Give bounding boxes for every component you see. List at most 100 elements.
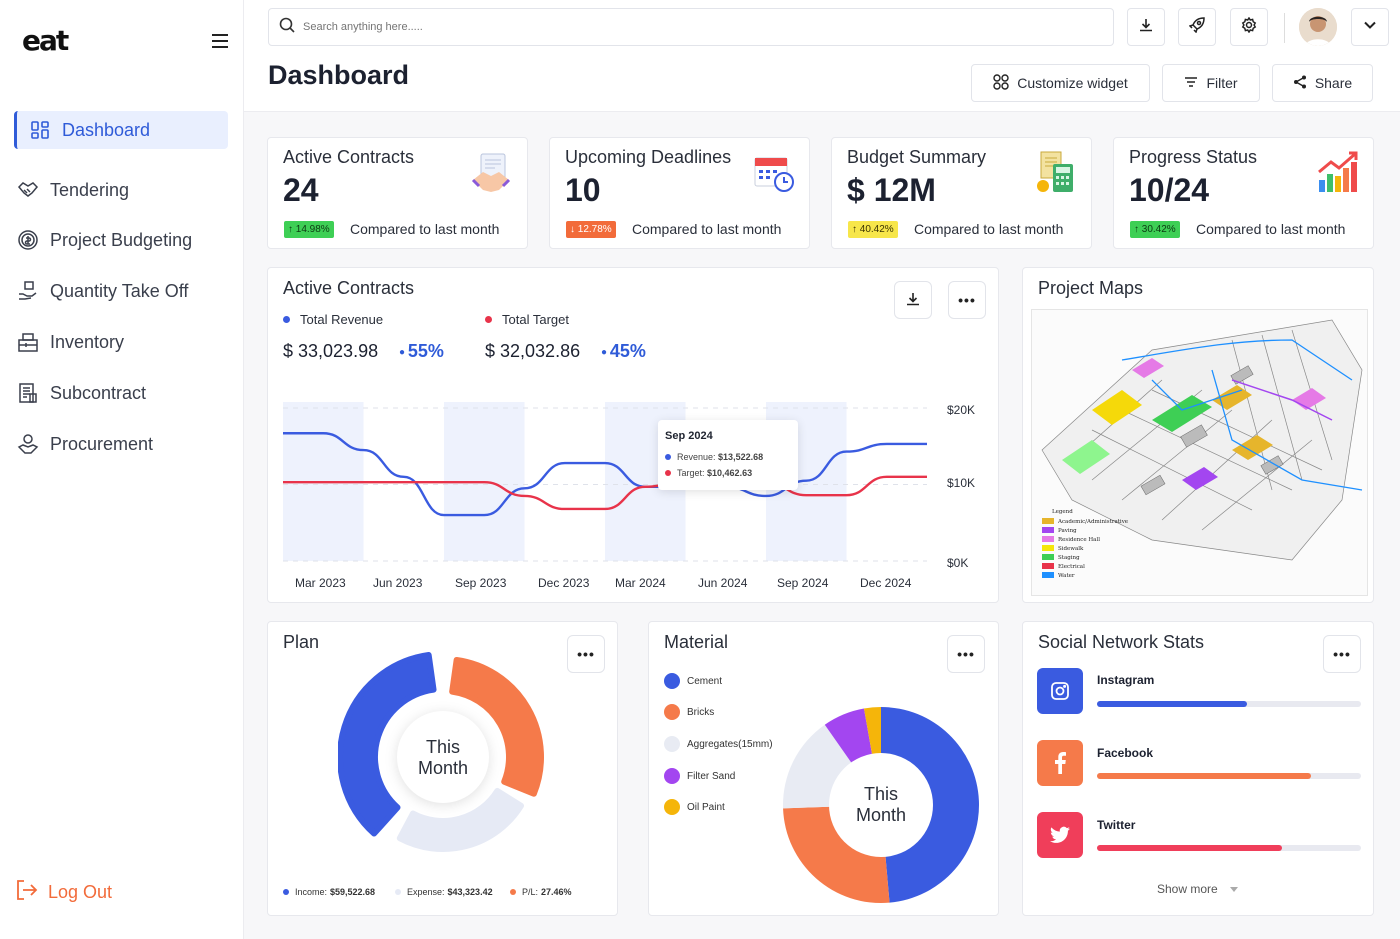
material-title: Material [664,632,729,652]
chart-download-button[interactable] [894,281,932,319]
sidebar: eat Dashboard Tendering Project Budgetin… [0,0,244,939]
stat-card-progress-status[interactable]: Progress Status 10/24 ↑ 30.42% Compared … [1113,137,1374,249]
facebook-progress-bar [1097,773,1361,779]
income-segment[interactable] [338,652,437,837]
app-logo[interactable]: eat [22,24,69,57]
campus-map[interactable]: Legend Academic/Administrative Paving Re… [1031,309,1368,596]
rocket-icon [1188,16,1205,38]
download-button[interactable] [1127,8,1165,46]
y-tick-label: $10K [947,476,976,490]
share-button[interactable]: Share [1272,64,1373,102]
sidebar-item-quantity-take-off[interactable]: Quantity Take Off [14,272,228,310]
twitter-progress-bar [1097,845,1361,851]
sidebar-item-label: Procurement [50,433,154,454]
sidebar-item-dashboard[interactable]: Dashboard [14,111,228,149]
legend-revenue: Total Revenue [283,312,383,327]
oil-paint-segment[interactable] [863,707,881,758]
chart-title: Active Contracts [283,278,415,298]
sidebar-item-tendering[interactable]: Tendering [14,171,228,209]
more-dots-icon: ••• [958,292,976,308]
search-icon [279,17,295,38]
customize-widget-button[interactable]: Customize widget [971,64,1150,102]
sidebar-item-inventory[interactable]: Inventory [14,323,228,361]
expense-segment[interactable] [396,787,525,852]
legend-target: Total Target [485,312,569,327]
bricks-segment[interactable] [783,806,890,903]
share-label: Share [1314,75,1353,91]
filter-sand-segment[interactable] [824,708,873,766]
plan-more-button[interactable]: ••• [567,635,605,673]
change-badge: ↑ 30.42% [1130,221,1180,238]
handshake-contract-icon [471,150,513,194]
sidebar-item-subcontract[interactable]: Subcontract [14,374,228,412]
maps-title: Project Maps [1038,278,1144,298]
compare-text: Compared to last month [350,221,500,237]
logout-icon [14,878,38,907]
map-legend-item: Paving [1058,528,1077,534]
plan-donut[interactable] [338,652,548,862]
target-value: $ 32,032.86 [485,341,581,361]
twitter-icon[interactable] [1037,812,1083,858]
sidebar-item-label: Tendering [50,179,130,200]
line-chart[interactable] [268,268,1000,604]
compare-text: Compared to last month [1196,221,1346,237]
procurement-icon [16,432,40,456]
settings-button[interactable] [1230,8,1268,46]
rocket-button[interactable] [1178,8,1216,46]
show-more-button[interactable]: Show more [1157,882,1238,896]
compare-text: Compared to last month [632,221,782,237]
change-badge: ↑ 14.98% [284,221,334,238]
menu-toggle-icon[interactable] [212,34,228,48]
material-donut[interactable] [781,705,981,905]
caret-down-icon [1229,886,1238,892]
project-maps-card: Project Maps [1022,267,1374,603]
x-tick-label: Dec 2024 [860,576,912,590]
map-legend-title: Legend [1052,509,1073,515]
search-box[interactable] [268,8,1114,46]
sidebar-item-procurement[interactable]: Procurement [14,425,228,463]
filter-button[interactable]: Filter [1162,64,1260,102]
y-tick-label: $0K [947,556,969,570]
revenue-value: $ 33,023.98 [283,341,379,361]
arrow-up-icon: ↑ [288,224,296,235]
series-line-target[interactable] [283,475,927,511]
tooltip-title: Sep 2024 [665,430,713,442]
material-legend-cement: Cement [664,673,722,689]
social-more-button[interactable]: ••• [1323,635,1361,673]
material-legend-oil-paint: Oil Paint [664,799,725,815]
user-menu-dropdown[interactable] [1351,8,1389,46]
stat-card-upcoming-deadlines[interactable]: Upcoming Deadlines 10 ↓ 12.78% Compared … [549,137,810,249]
document-icon [16,381,40,405]
arrow-up-icon: ↑ [852,224,860,235]
map-legend-item: Staging [1058,555,1080,561]
handshake-icon [16,178,40,202]
chart-more-button[interactable]: ••• [948,281,986,319]
x-tick-label: Mar 2023 [295,576,346,590]
map-legend-item: Academic/Administrative [1057,519,1128,525]
stat-card-active-contracts[interactable]: Active Contracts 24 ↑ 14.98% Compared to… [267,137,528,249]
budget-calculator-icon [1035,150,1077,194]
material-card: Material ••• Cement Bricks Aggregates(15… [648,621,999,916]
x-tick-label: Jun 2023 [373,576,423,590]
active-contracts-chart-card: Active Contracts ••• Total Revenue Total… [267,267,999,603]
dashboard-icon [28,118,52,142]
filter-icon [1184,75,1206,92]
arrow-up-icon: ↑ [1134,224,1142,235]
pl-segment[interactable] [449,656,544,797]
download-icon [906,292,920,309]
series-line-revenue[interactable] [282,432,927,517]
user-avatar[interactable] [1299,8,1337,46]
logout-button[interactable]: Log Out [14,878,112,907]
stat-card-budget-summary[interactable]: Budget Summary $ 12M ↑ 40.42% Compared t… [831,137,1092,249]
widgets-icon [993,73,1017,93]
instagram-icon[interactable] [1037,668,1083,714]
legend-dot [485,316,492,323]
inventory-icon [16,330,40,354]
map-legend-item: Electrical [1058,564,1085,570]
calendar-clock-icon [753,150,795,194]
facebook-icon[interactable] [1037,740,1083,786]
material-more-button[interactable]: ••• [947,635,985,673]
compare-text: Compared to last month [914,221,1064,237]
sidebar-item-project-budgeting[interactable]: Project Budgeting [14,221,228,259]
search-input[interactable] [303,21,903,33]
